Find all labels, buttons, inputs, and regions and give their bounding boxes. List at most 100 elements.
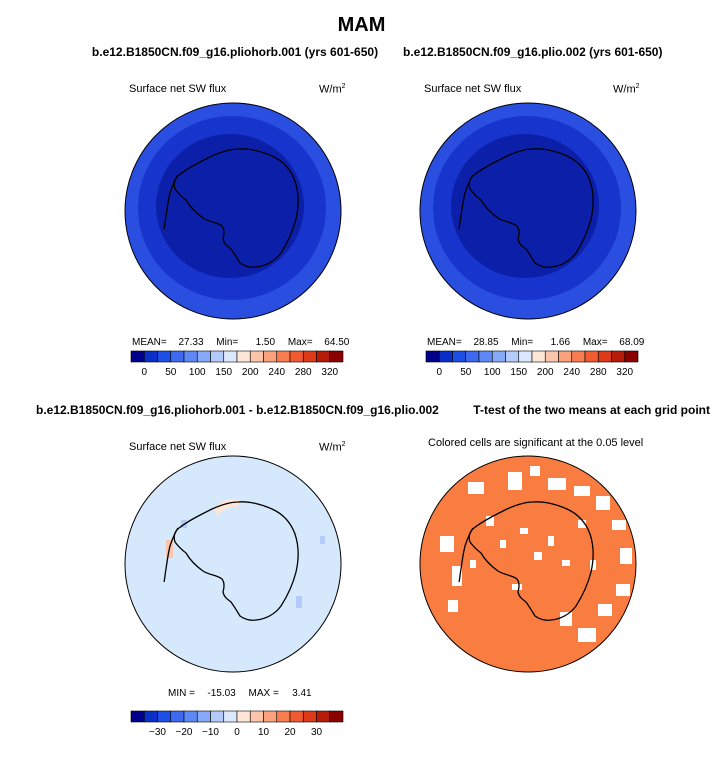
panel3-positive-anomaly <box>214 498 240 516</box>
panel3-case-title: b.e12.B1850CN.f09_g16.pliohorb.001 - b.e… <box>36 403 439 417</box>
panel1-colorbar-tick-label: 150 <box>215 367 232 378</box>
panel2-colorbar-tick-label: 200 <box>537 367 554 378</box>
panel1-colorbar-cell <box>196 350 211 363</box>
panel3-colorbar-tick-label: −10 <box>202 727 219 738</box>
panel3-max-value: 3.41 <box>292 688 312 699</box>
panel3-colorbar-tick-label: −20 <box>176 727 193 738</box>
panel1-colorbar-cell <box>316 350 331 363</box>
panel3-colorbar-cell <box>289 710 304 723</box>
panel3-colorbar-cell <box>130 710 145 723</box>
panel3-colorbar-cell <box>249 710 264 723</box>
panel3-colorbar-cell <box>183 710 198 723</box>
panel2-colorbar-cell <box>624 350 639 363</box>
panel2-case-title: b.e12.B1850CN.f09_g16.plio.002 (yrs 601-… <box>403 45 663 59</box>
panel1-colorbar-cell <box>130 350 145 363</box>
panel3-colorbar-tick-label: 20 <box>284 727 296 738</box>
panel3-colorbar-cell <box>170 710 185 723</box>
panel3-negative-cell <box>296 596 302 608</box>
panel2-colorbar-cell <box>584 350 599 363</box>
panel3-colorbar-cell <box>276 710 291 723</box>
panel2-colorbar-cell <box>425 350 440 363</box>
panel2-inner-core <box>451 134 599 278</box>
panel1-colorbar-cell <box>170 350 185 363</box>
panel1-colorbar-cell <box>157 350 172 363</box>
panel2-colorbar-cell <box>465 350 480 363</box>
panel2-colorbar-cell <box>491 350 506 363</box>
panel1-colorbar-cell <box>223 350 238 363</box>
panel1-colorbar-tick-label: 240 <box>268 367 285 378</box>
panel2-colorbar-cell <box>452 350 467 363</box>
panel2-colorbar-cell <box>478 350 493 363</box>
panel2-units: W/m2 <box>613 83 640 96</box>
panel3-colorbar-cell <box>223 710 238 723</box>
panel2-colorbar-tick-label: 240 <box>563 367 580 378</box>
panel1-mean-label: MEAN= <box>132 337 167 348</box>
panel1-units: W/m2 <box>319 83 346 96</box>
panel4-significance-fill <box>419 455 637 673</box>
panel1-variable-label: Surface net SW flux <box>129 83 227 95</box>
panel1-colorbar-tick-label: 50 <box>165 367 177 378</box>
panel1-min-label: Min= <box>216 337 239 348</box>
panel2-min-value: 1.66 <box>550 337 571 348</box>
panel3-colorbar-tick-label: 10 <box>258 727 270 738</box>
panel1-mean-value: 27.33 <box>178 337 204 348</box>
panel3-max-label: MAX = <box>248 688 279 699</box>
panel1-max-label: Max= <box>287 337 313 348</box>
panel1-colorbar: 0 50 100 150 200 240 280 320 <box>130 350 344 378</box>
panel2-colorbar-cell <box>597 350 612 363</box>
panel1-colorbar-tick-label: 100 <box>189 367 206 378</box>
panel4-insignificant-cells <box>440 466 632 642</box>
panel1-case-title: b.e12.B1850CN.f09_g16.pliohorb.001 (yrs … <box>91 45 379 59</box>
panel2-colorbar-tick-label: 100 <box>484 367 501 378</box>
panel2-colorbar-cell <box>571 350 586 363</box>
panel3-colorbar-cell <box>263 710 278 723</box>
panel4-map <box>419 455 637 673</box>
panel2-variable-label: Surface net SW flux <box>424 83 522 95</box>
panel2-map <box>419 102 637 320</box>
panel2-max-value: 68.09 <box>619 337 645 348</box>
panel3-colorbar-cell <box>316 710 331 723</box>
panel1-colorbar-cell <box>183 350 198 363</box>
panel1-colorbar-tick-label: 200 <box>242 367 259 378</box>
panel3-colorbar-cell <box>143 710 158 723</box>
panel3-colorbar-cell <box>329 710 344 723</box>
panel2-mean-label: MEAN= <box>427 337 462 348</box>
panel2-colorbar-cell <box>558 350 573 363</box>
panel1-colorbar-cell <box>143 350 158 363</box>
panel3-stats: MIN = -15.03 MAX = 3.41 <box>168 688 312 699</box>
panel1-colorbar-cell <box>329 350 344 363</box>
panel2-colorbar-tick-label: 320 <box>616 367 633 378</box>
panel2-colorbar-cell <box>505 350 520 363</box>
panel1-stats: MEAN= 27.33 Min= 1.50 Max= 64.50 <box>132 337 349 348</box>
panel3-colorbar-tick-label: 30 <box>311 727 323 738</box>
panel2-stats: MEAN= 28.85 Min= 1.66 Max= 68.09 <box>427 337 644 348</box>
panel1-max-value: 64.50 <box>324 337 350 348</box>
panel3-colorbar-tick-label: −30 <box>149 727 166 738</box>
panel1-colorbar-cell <box>276 350 291 363</box>
panel1-min-value: 1.50 <box>255 337 276 348</box>
figure-title: MAM <box>337 14 386 36</box>
panel2-colorbar-cell <box>438 350 453 363</box>
panel3-colorbar-tick-label: 0 <box>234 727 240 738</box>
panel2-colorbar-cell <box>611 350 626 363</box>
panel1-map <box>124 102 342 320</box>
panel1-colorbar-tick-label: 280 <box>295 367 312 378</box>
panel3-colorbar-cell <box>196 710 211 723</box>
panel2-colorbar-cell <box>518 350 533 363</box>
panel1-inner-core <box>156 134 304 278</box>
panel3-negative-cell <box>320 536 325 544</box>
panel3-colorbar-cell <box>236 710 251 723</box>
panel1-colorbar-tick-label: 320 <box>321 367 338 378</box>
panel1-colorbar-cell <box>289 350 304 363</box>
panel1-colorbar-cell <box>302 350 317 363</box>
panel3-background <box>124 455 342 673</box>
panel1-colorbar-cell <box>210 350 225 363</box>
panel3-units: W/m2 <box>319 441 346 454</box>
panel2-min-label: Min= <box>511 337 534 348</box>
panel3-colorbar-cell <box>302 710 317 723</box>
panel1-colorbar-cell <box>249 350 264 363</box>
panel1-colorbar-cell <box>263 350 278 363</box>
panel3-colorbar: −30 −20 −10 0 10 20 30 <box>130 710 344 738</box>
panel2-mean-value: 28.85 <box>473 337 499 348</box>
